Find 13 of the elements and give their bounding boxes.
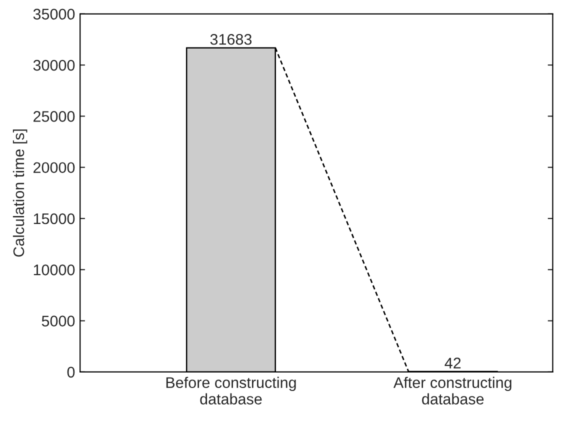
y-tick-label: 10000 [34, 264, 75, 276]
y-axis-title: Calculation time [s] [12, 129, 28, 257]
x-tick-label: After constructing database [393, 376, 512, 404]
y-tick-label: 5000 [42, 316, 75, 326]
y-tick-label: 35000 [33, 8, 75, 20]
y-tick-label: 0 [67, 366, 75, 378]
y-tick-label: 20000 [34, 162, 75, 174]
y-tick-label: 30000 [33, 60, 75, 71]
x-tick-label: Before constructing database [166, 376, 296, 404]
data-label: 31683 [210, 34, 252, 45]
data-label: 42 [444, 358, 461, 368]
y-tick-label: 15000 [34, 213, 75, 224]
y-tick-label: 25000 [34, 111, 75, 122]
